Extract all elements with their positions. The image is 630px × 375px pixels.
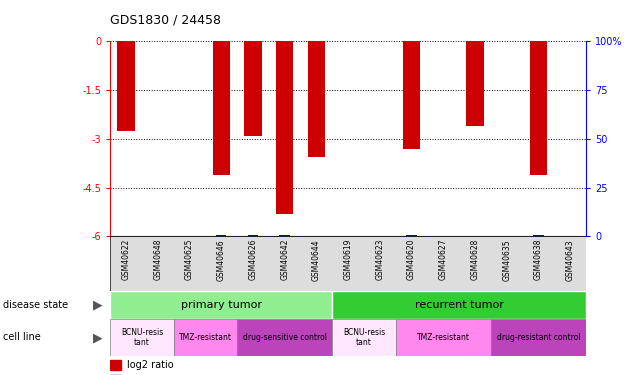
Text: BCNU-resis
tant: BCNU-resis tant (121, 328, 163, 347)
Text: drug-sensitive control: drug-sensitive control (243, 333, 326, 342)
Bar (396, 319, 491, 356)
Text: GSM40648: GSM40648 (153, 239, 163, 280)
Text: GSM40635: GSM40635 (502, 239, 511, 280)
Bar (276, 41, 294, 213)
Text: primary tumor: primary tumor (181, 300, 261, 310)
Text: GSM40623: GSM40623 (375, 239, 384, 280)
Bar (403, 41, 420, 148)
Text: GSM40626: GSM40626 (248, 239, 258, 280)
Bar (110, 319, 174, 356)
Bar (307, 41, 325, 157)
Text: ▶: ▶ (93, 298, 103, 311)
Bar (110, 291, 332, 319)
Bar (212, 41, 230, 174)
Text: recurrent tumor: recurrent tumor (415, 300, 503, 310)
Text: GSM40642: GSM40642 (280, 239, 289, 280)
Text: disease state: disease state (3, 300, 68, 310)
Bar (110, 360, 121, 370)
Text: GSM40628: GSM40628 (471, 239, 479, 280)
Bar (117, 41, 135, 130)
Text: GSM40619: GSM40619 (343, 239, 353, 280)
Bar (491, 319, 586, 356)
Bar (237, 319, 332, 356)
Text: GSM40646: GSM40646 (217, 239, 226, 280)
Text: drug-resistant control: drug-resistant control (496, 333, 580, 342)
Text: GSM40622: GSM40622 (122, 239, 130, 280)
Bar (332, 291, 586, 319)
Text: log2 ratio: log2 ratio (127, 360, 173, 370)
Text: TMZ-resistant: TMZ-resistant (416, 333, 470, 342)
Text: cell line: cell line (3, 333, 41, 342)
Bar (248, 235, 258, 236)
Text: ▶: ▶ (93, 331, 103, 344)
Text: GSM40625: GSM40625 (185, 239, 194, 280)
Text: TMZ-resistant: TMZ-resistant (179, 333, 232, 342)
Text: GSM40644: GSM40644 (312, 239, 321, 280)
Text: GSM40643: GSM40643 (566, 239, 575, 280)
Bar (466, 41, 484, 126)
Text: GSM40620: GSM40620 (407, 239, 416, 280)
Bar (244, 41, 261, 135)
Text: BCNU-resis
tant: BCNU-resis tant (343, 328, 385, 347)
Bar (332, 319, 396, 356)
Bar (174, 319, 237, 356)
Text: GSM40638: GSM40638 (534, 239, 543, 280)
Bar (530, 41, 547, 174)
Text: GDS1830 / 24458: GDS1830 / 24458 (110, 13, 221, 26)
Text: GSM40627: GSM40627 (438, 239, 448, 280)
